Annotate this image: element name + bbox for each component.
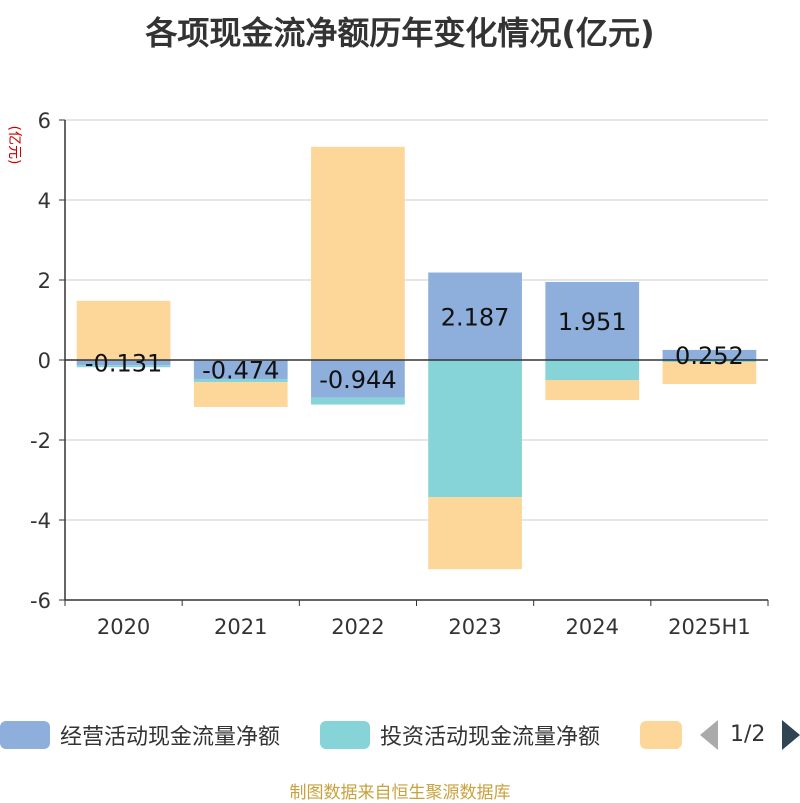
bar-segment-series-1[interactable] [76,365,171,368]
x-tick-label: 2024 [566,615,619,639]
legend-next-page-icon[interactable] [782,720,800,750]
legend-swatch-financing [640,721,682,749]
axes: -6 -4 -2 0 2 4 6 2020 2021 2022 2023 2024 2025H1 [30,109,769,639]
x-tick-label: 2025H1 [668,615,751,639]
legend-prev-page-icon[interactable] [700,720,718,750]
legend: 经营活动现金流量净额 投资活动现金流量净额 1/2 [0,718,800,752]
bar-segment-series-2[interactable] [545,380,640,400]
bar-segment-series-1[interactable] [662,360,757,362]
bar-segment-series-0[interactable] [662,349,757,360]
data-labels: -0.131 -0.474 -0.944 2.187 1.951 0.252 [85,303,744,394]
bar-segment-series-2[interactable] [311,146,405,360]
y-tick-label: 2 [38,269,51,293]
y-tick-label: -4 [30,509,51,533]
data-label: -0.131 [85,350,162,378]
data-label: 2.187 [441,303,510,331]
data-label: -0.944 [319,366,396,394]
x-tick-label: 2020 [97,615,150,639]
x-tick-label: 2022 [331,615,384,639]
legend-swatch-investing [320,721,370,749]
bar-segment-series-1[interactable] [545,360,640,380]
bar-segment-series-0[interactable] [193,360,288,379]
y-tick-label: 0 [38,349,51,373]
bar-segment-series-1[interactable] [428,360,522,498]
data-label: 1.951 [558,308,627,336]
data-label: -0.474 [202,356,279,384]
x-tick-label: 2023 [448,615,501,639]
bar-segment-series-2[interactable] [76,300,171,360]
x-tick-label: 2021 [214,615,267,639]
bar-segment-series-2[interactable] [193,382,288,407]
bar-segment-series-0[interactable] [311,360,405,398]
legend-swatch-operating [0,721,50,749]
y-tick-label: -6 [30,589,51,613]
bar-segment-series-0[interactable] [545,281,640,360]
legend-page-indicator: 1/2 [730,722,766,747]
y-tick-label: 4 [38,189,51,213]
bar-segment-series-1[interactable] [311,397,405,405]
bar-segment-series-1[interactable] [193,378,288,383]
y-tick-label: -2 [30,429,51,453]
stacked-bar-chart: (亿元) -6 -4 -2 0 2 4 6 2020 2021 2022 2023 2024 2025H… [6,109,769,639]
data-label: 0.252 [675,342,744,370]
chart-title: 各项现金流净额历年变化情况(亿元) [145,14,655,52]
bar-segment-series-0[interactable] [76,360,171,366]
source-note: 制图数据来自恒生聚源数据库 [289,783,511,803]
y-tick-label: 6 [38,109,51,133]
legend-item-investing[interactable]: 投资活动现金流量净额 [320,718,600,752]
legend-item-operating[interactable]: 经营活动现金流量净额 [0,718,280,752]
bar-segment-series-2[interactable] [662,362,757,384]
bar-segment-series-0[interactable] [428,272,522,360]
legend-item-financing[interactable] [640,718,682,752]
bars [76,146,757,570]
y-axis-label: (亿元) [6,126,22,165]
legend-label-operating: 经营活动现金流量净额 [60,725,281,750]
legend-label-investing: 投资活动现金流量净额 [380,725,601,750]
bar-segment-series-2[interactable] [428,497,522,570]
